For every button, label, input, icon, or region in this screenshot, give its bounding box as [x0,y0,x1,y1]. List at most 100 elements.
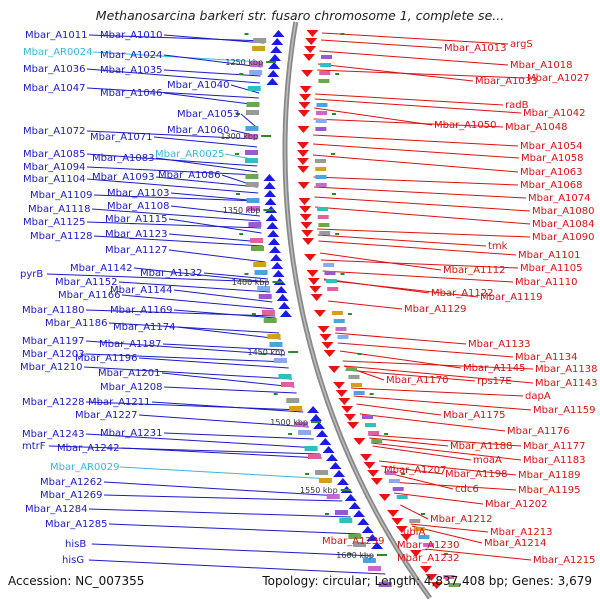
right-gene-label[interactable]: Mbar_A1013 [444,43,507,54]
right-gene-label[interactable]: Mbar_A1138 [535,364,598,375]
left-gene-label[interactable]: Mbar_A1046 [100,88,163,99]
left-gene-label[interactable]: Mbar_A1103 [107,188,170,199]
right-gene-label[interactable]: Mbar_A1214 [484,538,547,549]
left-gene-label[interactable]: Mbar_A1174 [113,322,176,333]
right-gene-label[interactable]: Mbar_A1129 [404,304,467,315]
left-gene-label[interactable]: Mbar_A1108 [107,201,170,212]
right-gene-label[interactable]: dapA [525,391,551,402]
right-gene-label[interactable]: Mbar_A1050 [434,120,497,131]
left-gene-label[interactable]: Mbar_A1115 [105,214,168,225]
left-gene-label[interactable]: Mbar_A1197 [22,336,85,347]
left-gene-label[interactable]: Mbar_A1262 [40,477,103,488]
left-gene-label[interactable]: Mbar_A1127 [105,245,168,256]
right-gene-label[interactable]: radB [505,100,529,111]
left-gene-label[interactable]: Mbar_A1036 [23,64,86,75]
right-gene-label[interactable]: Mbar_A1090 [532,232,595,243]
right-gene-label[interactable]: Mbar_A1048 [505,122,568,133]
left-gene-label[interactable]: Mbar_A1024 [100,50,163,61]
left-gene-label[interactable]: Mbar_A1132 [140,268,203,279]
right-gene-label[interactable]: Mbar_A1189 [518,470,581,481]
right-gene-label[interactable]: Mbar_A1207 [384,465,447,476]
left-gene-label[interactable]: Mbar_A1083 [92,153,155,164]
left-gene-label[interactable]: Mbar_A1166 [58,290,121,301]
right-gene-label[interactable]: Mbar_A1080 [532,206,595,217]
left-gene-label[interactable]: Mbar_A1269 [40,490,103,501]
right-gene-label[interactable]: Mbar_A1232 [397,553,460,564]
right-gene-label[interactable]: Mbar_A1170 [386,375,449,386]
left-gene-label[interactable]: Mbar_A1231 [100,428,163,439]
right-gene-label[interactable]: Mbar_A1195 [518,485,581,496]
left-gene-label[interactable]: mtrF [22,441,46,452]
right-gene-label[interactable]: argS [510,39,533,50]
right-gene-label[interactable]: Mbar_A1112 [443,265,506,276]
right-gene-label[interactable]: Mbar_A1133 [468,339,531,350]
left-gene-label[interactable]: pyrB [20,269,43,280]
left-gene-label[interactable]: Mbar_A1284 [25,504,88,515]
left-gene-label[interactable]: hisG [62,555,84,566]
right-gene-label[interactable]: Mbar_A1119 [480,292,543,303]
right-gene-label[interactable]: Mbar_A1110 [515,277,578,288]
left-gene-label[interactable]: Mbar_A1285 [45,519,108,530]
left-gene-label[interactable]: Mbar_A1169 [110,305,173,316]
right-gene-label[interactable]: Mbar_A1212 [430,514,493,525]
right-gene-label[interactable]: Mbar_A1054 [520,141,583,152]
left-gene-label[interactable]: Mbar_A1060 [167,125,230,136]
right-gene-label[interactable]: moaA [473,455,502,466]
left-gene-label[interactable]: Mbar_A1125 [23,217,86,228]
left-gene-label[interactable]: Mbar_A1211 [88,397,151,408]
left-gene-label[interactable]: Mbar_A1187 [99,339,162,350]
right-gene-label[interactable]: Mbar_A1202 [485,499,548,510]
left-gene-label[interactable]: Mbar_A1109 [30,190,93,201]
right-gene-label[interactable]: tmk [488,241,508,252]
right-gene-label[interactable]: Mbar_A1183 [523,455,586,466]
left-gene-label[interactable]: Mbar_A1053 [177,109,240,120]
left-gene-label[interactable]: Mbar_A1227 [75,410,138,421]
right-gene-label[interactable]: rps17E [477,376,512,387]
right-gene-label[interactable]: Mbar_A1143 [535,378,598,389]
right-gene-label[interactable]: Mbar_A1105 [520,263,583,274]
right-gene-label[interactable]: Mbar_A1215 [533,555,596,566]
left-gene-label[interactable]: Mbar_A1203 [22,349,85,360]
right-gene-label[interactable]: Mbar_A1239 [322,536,385,547]
left-gene-label[interactable]: Mbar_A1010 [100,30,163,41]
left-gene-label[interactable]: Mbar_A1072 [23,126,86,137]
left-gene-label[interactable]: Mbar_A1186 [45,318,108,329]
left-gene-label[interactable]: Mbar_A1093 [92,172,155,183]
left-gene-label[interactable]: Mbar_A1128 [30,231,93,242]
right-gene-label[interactable]: cdc6 [455,484,479,495]
left-gene-label[interactable]: Mbar_A1242 [57,443,120,454]
right-gene-label[interactable]: Mbar_A1176 [507,426,570,437]
right-gene-label[interactable]: ubiA [403,527,425,538]
right-gene-label[interactable]: Mbar_A1074 [528,193,591,204]
right-gene-label[interactable]: Mbar_A1058 [521,153,584,164]
left-gene-label[interactable]: Mbar_A1011 [25,30,88,41]
left-gene-label[interactable]: Mbar_A1085 [23,149,86,160]
right-gene-label[interactable]: Mbar_A1230 [397,540,460,551]
left-gene-label[interactable]: Mbar_A1086 [158,170,221,181]
left-gene-label[interactable]: Mbar_A1047 [23,83,86,94]
right-gene-label[interactable]: Mbar_A1134 [515,352,578,363]
left-gene-label[interactable]: Mbar_A1118 [28,204,91,215]
right-gene-label[interactable]: Mbar_A1177 [523,441,586,452]
left-gene-label[interactable]: Mbar_A1196 [75,353,138,364]
left-gene-label[interactable]: Mbar_AR0025 [155,149,224,160]
right-gene-label[interactable]: Mbar_A1027 [527,73,590,84]
right-gene-label[interactable]: Mbar_A1159 [533,405,596,416]
left-gene-label[interactable]: Mbar_A1142 [70,263,133,274]
left-gene-label[interactable]: Mbar_AR0029 [50,462,119,473]
left-gene-label[interactable]: Mbar_A1243 [22,429,85,440]
left-gene-label[interactable]: Mbar_A1201 [98,368,161,379]
right-gene-label[interactable]: Mbar_A1033 [475,76,538,87]
right-gene-label[interactable]: Mbar_A1068 [520,180,583,191]
right-gene-label[interactable]: Mbar_A1213 [490,527,553,538]
right-gene-label[interactable]: Mbar_A1198 [445,469,508,480]
left-gene-label[interactable]: Mbar_A1144 [110,285,173,296]
left-gene-label[interactable]: Mbar_AR0024 [23,47,92,58]
left-gene-label[interactable]: Mbar_A1040 [167,80,230,91]
right-gene-label[interactable]: Mbar_A1101 [518,250,581,261]
left-gene-label[interactable]: Mbar_A1228 [22,397,85,408]
right-gene-label[interactable]: Mbar_A1175 [443,410,506,421]
right-gene-label[interactable]: Mbar_A1063 [520,167,583,178]
right-gene-label[interactable]: Mbar_A1042 [523,108,586,119]
left-gene-label[interactable]: Mbar_A1104 [23,174,86,185]
